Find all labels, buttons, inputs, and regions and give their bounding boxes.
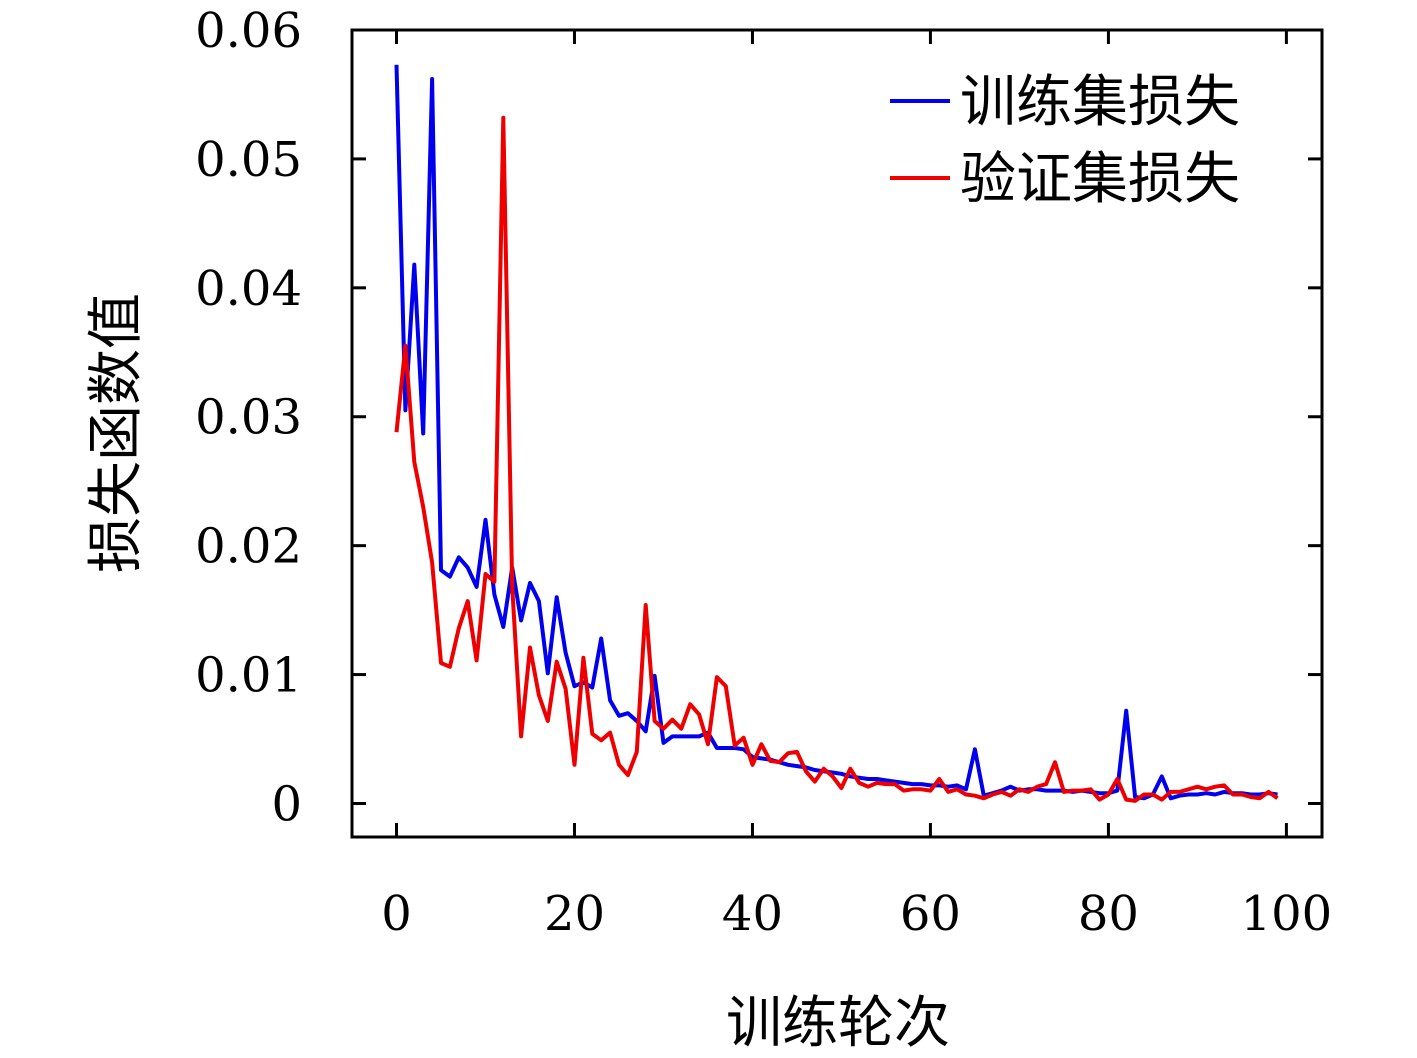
x-tick-label: 60 [900, 886, 961, 942]
x-tick-label: 0 [381, 886, 412, 942]
y-tick-label: 0.04 [195, 261, 302, 317]
y-tick-label: 0.01 [195, 648, 302, 704]
series-line-val-loss [394, 115, 1279, 803]
series-line-train-loss [394, 64, 1278, 801]
y-tick-label: 0 [271, 776, 302, 832]
y-tick-label: 0.03 [195, 390, 302, 446]
x-axis-title: 训练轮次 [726, 991, 950, 1056]
x-tick-label: 100 [1241, 886, 1333, 942]
y-axis-title: 损失函数值 [84, 293, 149, 573]
legend-label: 训练集损失 [960, 70, 1240, 135]
ticks-layer: 0 20 40 60 80 100 0 0.01 0.02 0.03 0.04 0.05 0.06 [195, 3, 1332, 942]
x-tick-label: 40 [722, 886, 783, 942]
plot-frame [350, 28, 1324, 839]
legend-label: 验证集损失 [960, 147, 1240, 212]
y-tick-label: 0.05 [195, 132, 302, 188]
y-tick-label: 0.06 [195, 3, 302, 59]
y-tick-label: 0.02 [195, 519, 302, 575]
series-layer [394, 64, 1279, 803]
x-tick-label: 80 [1078, 886, 1139, 942]
x-tick-label: 20 [544, 886, 605, 942]
